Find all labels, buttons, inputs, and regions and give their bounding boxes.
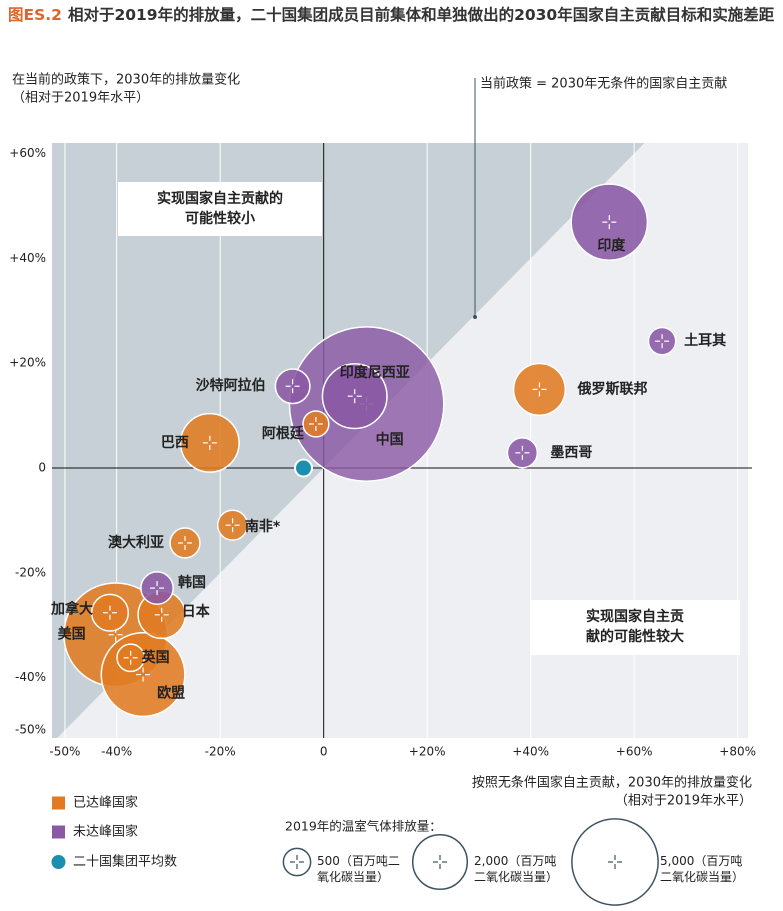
bubble-group [512, 362, 567, 417]
bubble [512, 362, 567, 417]
bubble [216, 509, 249, 541]
x-axis-label: （相对于2019年水平） [615, 794, 752, 809]
x-tick-label: +20% [409, 745, 446, 759]
legend-swatch [52, 796, 65, 810]
bubble-group [179, 412, 240, 473]
annotation: 当前政策 = 2030年无条件的国家自主贡献 [480, 76, 727, 92]
bubble-label: 印度 [597, 237, 626, 254]
y-tick-label: -20% [15, 565, 46, 579]
title-box: 图ES.2 相对于2019年的排放量，二十国集团成员目前集体和单独做出的2030年… [8, 4, 778, 26]
x-tick-label: -40% [101, 745, 132, 759]
legend-label: 二十国集团平均数 [73, 854, 177, 870]
bubble [570, 183, 649, 262]
size-legend-circle [411, 833, 469, 891]
x-tick-label: +40% [512, 745, 549, 759]
bubble-label: 澳大利亚 [108, 534, 164, 551]
bubble-group [302, 410, 330, 438]
bubble-label: 土耳其 [684, 332, 726, 349]
bubble-group [140, 571, 174, 605]
size-legend-label-box: 5,000（百万吨二氧化碳当量） [660, 854, 745, 884]
y-tick-label: 0 [38, 461, 46, 475]
y-axis-label: （相对于2019年水平） [12, 91, 149, 106]
bubble [506, 437, 539, 469]
bubble [140, 571, 174, 605]
bubble [302, 410, 330, 438]
bubble-group [570, 183, 649, 262]
bubble-label: 英国 [141, 649, 170, 666]
bubble [90, 593, 130, 632]
title: 图ES.2 相对于2019年的排放量，二十国集团成员目前集体和单独做出的2030年… [8, 4, 778, 26]
bubble-group [216, 509, 249, 541]
x-tick-label: +80% [719, 745, 756, 759]
size-legend-circle [571, 818, 659, 906]
bubble-label: 印度尼西亚 [340, 364, 410, 381]
legend-label: 已达峰国家 [73, 795, 138, 811]
y-axis-label: 在当前的政策下，2030年的排放量变化 [12, 72, 240, 88]
x-tick-label: 0 [320, 745, 328, 759]
bubble-group [100, 631, 186, 718]
bubble-group [647, 326, 677, 356]
bubble [321, 363, 388, 430]
bubble-label: 欧盟 [157, 685, 185, 702]
size-legend-label-box: 500（百万吨二氧化碳当量） [317, 854, 400, 884]
y-tick-label: -40% [15, 670, 46, 684]
bubble-label: 南非* [245, 518, 281, 535]
region-label: 献的可能性较大 [586, 628, 684, 645]
size-legend-circle [282, 847, 312, 877]
legend-swatch [51, 855, 66, 869]
bubble-label: 日本 [182, 603, 211, 620]
average-point [293, 458, 313, 478]
size-legend-label-box: 2,000（百万吨二氧化碳当量） [474, 854, 559, 884]
bubble-label: 阿根廷 [262, 425, 305, 442]
bubble-label: 韩国 [178, 574, 206, 591]
region-label: 可能性较小 [185, 210, 255, 227]
y-tick-label: +40% [9, 251, 46, 265]
region-label-box [118, 182, 322, 236]
region-label-box [530, 600, 740, 655]
bubble-group [90, 593, 130, 632]
bubble [179, 412, 240, 473]
legend-swatch [52, 825, 65, 839]
annotation-dot [473, 315, 477, 319]
bubble-group [274, 368, 311, 405]
bubble-label: 加拿大 [50, 601, 93, 618]
size-legend-title: 2019年的温室气体排放量： [285, 819, 442, 834]
region-label: 实现国家自主贡献的 [157, 190, 283, 207]
bubble-label: 沙特阿拉伯 [196, 377, 266, 394]
figure-label: 图ES.2 [8, 6, 62, 24]
y-tick-label: +20% [9, 356, 46, 370]
bubble [116, 643, 146, 673]
y-tick-label: -50% [15, 723, 46, 737]
bubble-group [116, 643, 146, 673]
chart-title: 相对于2019年的排放量，二十国集团成员目前集体和单独做出的2030年国家自主贡… [67, 6, 775, 24]
bubble [647, 326, 677, 356]
x-tick-label: +60% [616, 745, 653, 759]
bubble-label: 俄罗斯联邦 [576, 380, 647, 397]
x-axis-label: 按照无条件国家自主贡献，2030年的排放量变化 [472, 775, 752, 791]
size-legend-label: 2,000（百万吨二氧化碳当量） [474, 854, 559, 884]
region-label: 实现国家自主贡 [586, 608, 684, 625]
bubble [100, 631, 186, 718]
y-tick-label: +60% [9, 146, 46, 160]
size-legend-label: 500（百万吨二氧化碳当量） [317, 854, 400, 884]
x-tick-label: -20% [205, 745, 236, 759]
size-legend-label: 5,000（百万吨二氧化碳当量） [660, 854, 745, 884]
bubble-group [169, 527, 201, 559]
bubble-group [506, 437, 539, 469]
legend-label: 未达峰国家 [73, 824, 138, 840]
bubble [274, 368, 311, 405]
bubble [169, 527, 201, 559]
bubble-label: 美国 [58, 626, 86, 643]
bubble-label: 巴西 [161, 435, 189, 451]
bubble-group [321, 363, 388, 430]
bubble-label: 墨西哥 [550, 445, 592, 461]
bubble-label: 中国 [376, 431, 404, 448]
x-tick-label: -50% [49, 745, 80, 759]
